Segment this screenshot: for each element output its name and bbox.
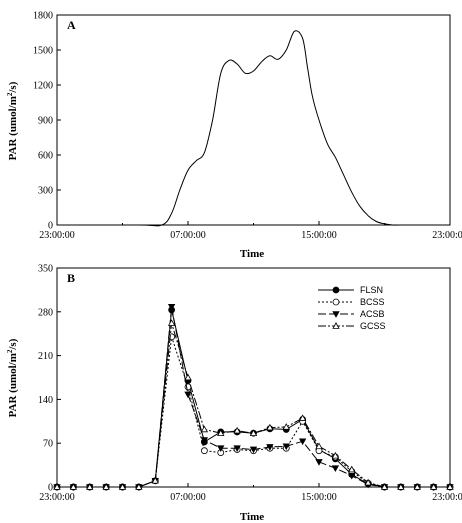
panel-label-a: A <box>67 18 76 32</box>
data-point <box>331 465 340 473</box>
series-line <box>57 322 450 488</box>
data-point <box>217 429 225 436</box>
legend-label: ACSB <box>360 309 385 319</box>
y-tick-label: 0 <box>48 483 53 494</box>
y-tick-label: 600 <box>38 151 53 162</box>
data-point <box>249 446 258 454</box>
data-point <box>298 414 307 421</box>
y-tick-label: 140 <box>38 395 53 406</box>
y-tick-label: 1800 <box>33 11 53 22</box>
series-line <box>57 309 450 488</box>
data-point <box>282 423 290 430</box>
y-tick-label: 210 <box>38 351 53 362</box>
x-tick-label: 15:00:00 <box>301 492 337 503</box>
data-point <box>348 465 356 473</box>
data-point <box>413 483 421 490</box>
y-tick-label: 300 <box>38 186 53 197</box>
data-point <box>429 483 438 490</box>
data-point <box>282 443 290 451</box>
series-line <box>57 336 450 488</box>
data-point <box>200 437 209 444</box>
data-point <box>266 423 274 431</box>
x-tick-label: 07:00:00 <box>170 230 206 241</box>
plot-frame <box>56 14 451 226</box>
data-point <box>380 483 389 490</box>
legend-label: GCSS <box>360 321 386 331</box>
data-point <box>200 447 208 455</box>
chart-panel-a: A Time PAR (umol/m2/s) 0 300 600 900 1200 150… <box>6 11 462 261</box>
y-tick-label: 0 <box>48 221 53 232</box>
y-tick-label: 350 <box>38 264 53 275</box>
data-point <box>233 426 241 434</box>
data-point <box>102 483 110 490</box>
data-point <box>86 483 94 490</box>
x-tick-label: 23:00:00 <box>432 492 462 503</box>
data-point <box>298 438 307 446</box>
data-point <box>184 373 192 381</box>
data-point <box>69 483 78 490</box>
data-point <box>135 483 143 490</box>
legend-label: BCSS <box>360 297 385 307</box>
x-tick-label: 23:00:00 <box>432 230 462 241</box>
data-point <box>332 322 340 329</box>
series-flsn <box>53 306 454 491</box>
x-tick-label: 23:00:00 <box>39 492 75 503</box>
series-line <box>56 30 450 227</box>
x-axis-title-a: Time <box>240 248 264 260</box>
data-point <box>397 483 405 490</box>
data-point <box>184 391 192 399</box>
y-axis-title-b: PAR (umol/m2/s) <box>6 338 19 417</box>
data-point <box>446 483 454 490</box>
series-line <box>57 306 450 488</box>
data-point <box>332 298 340 306</box>
panel-label-b: B <box>67 271 75 285</box>
data-point <box>53 483 61 490</box>
x-tick-label: 07:00:00 <box>170 492 206 503</box>
chart-panel-b: B Time PAR (umol/m2/s) 0 70 140 210 280 350 23… <box>6 264 462 523</box>
data-point <box>151 476 159 484</box>
data-point <box>167 303 176 311</box>
data-point <box>331 451 340 459</box>
data-point <box>348 472 356 480</box>
legend: FLSN BCSS ACSB GCSS <box>318 285 386 331</box>
data-point <box>364 478 372 486</box>
x-tick-label: 23:00:00 <box>39 230 75 241</box>
x-axis-title-b: Time <box>240 511 264 523</box>
data-point <box>217 445 225 453</box>
series-bcss <box>53 333 454 491</box>
plot-frame <box>56 267 451 488</box>
y-tick-label: 1200 <box>33 81 53 92</box>
y-tick-label: 70 <box>43 439 53 450</box>
x-tick-label: 15:00:00 <box>301 230 337 241</box>
y-axis-title-a: PAR (umol/m2/s) <box>6 81 19 160</box>
y-tick-label: 280 <box>38 307 53 318</box>
data-point <box>200 425 209 433</box>
legend-label: FLSN <box>360 285 383 295</box>
series-acsb <box>53 303 454 491</box>
data-point <box>118 483 127 490</box>
data-point <box>249 429 258 436</box>
data-point <box>315 442 323 450</box>
data-point <box>315 459 323 466</box>
data-point <box>332 286 340 294</box>
data-point <box>332 311 340 318</box>
data-point <box>167 319 176 326</box>
y-tick-label: 1500 <box>33 46 53 57</box>
data-point <box>266 444 274 451</box>
data-point <box>233 445 241 453</box>
series-gcss <box>53 319 454 490</box>
y-tick-label: 900 <box>38 116 53 127</box>
